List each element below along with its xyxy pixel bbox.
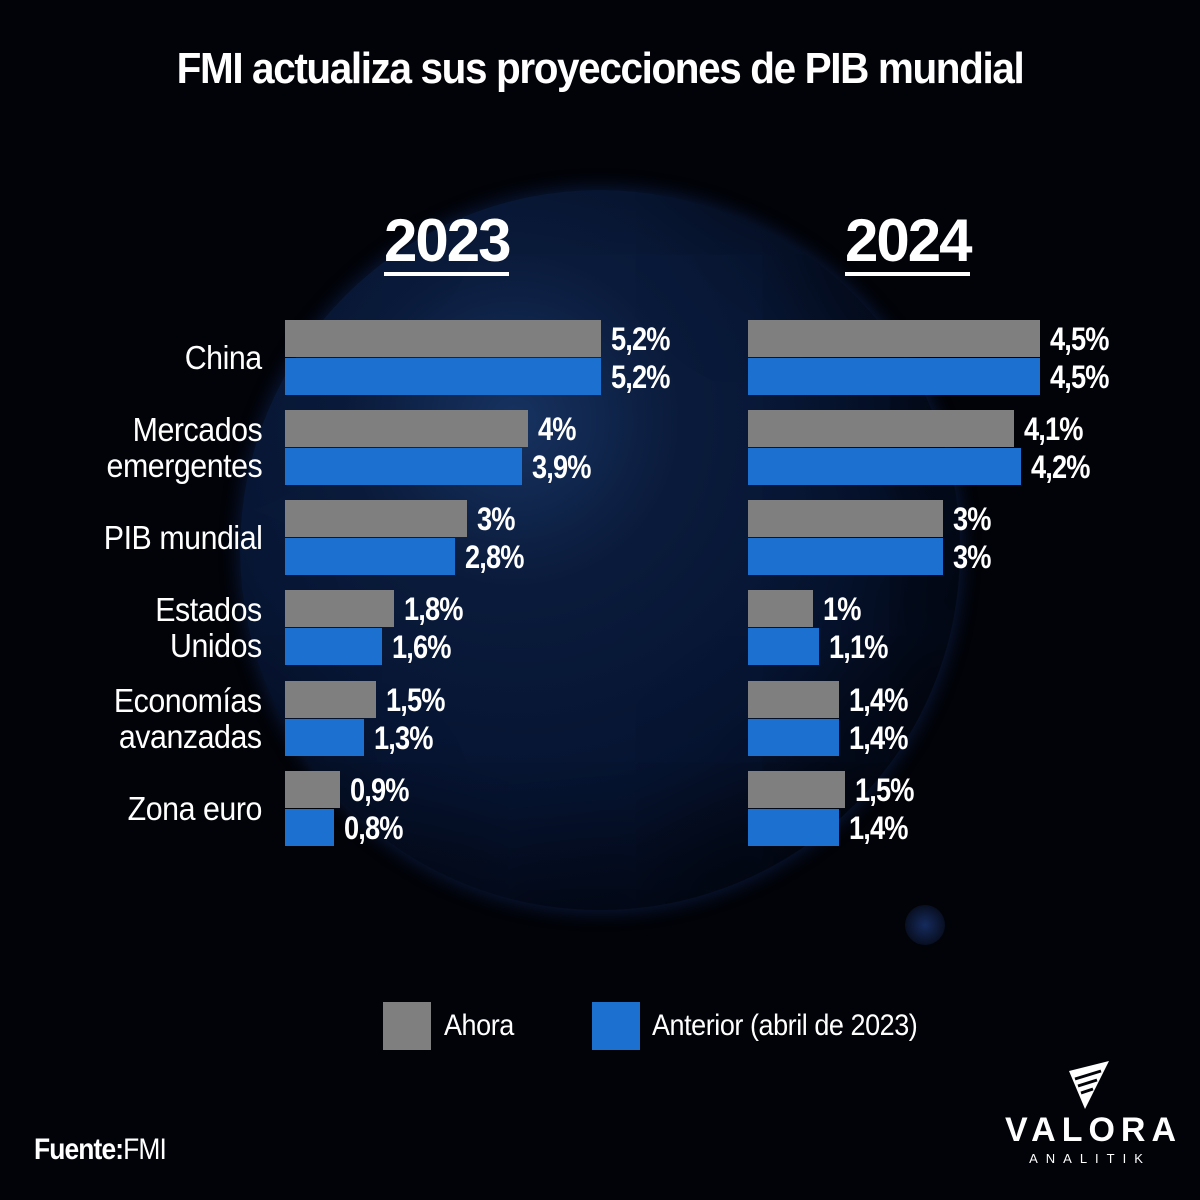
bar-2023-anterior <box>285 719 364 756</box>
category-label-line: Estados <box>155 591 263 628</box>
legend-label-ahora: Ahora <box>444 1009 514 1042</box>
value-label: 1,4% <box>849 682 908 718</box>
bar-2023-anterior <box>285 809 334 846</box>
bar-2023-ahora <box>285 410 528 447</box>
value-label: 1% <box>823 591 861 627</box>
category-label-line: avanzadas <box>119 718 262 755</box>
chart-title: FMI actualiza sus proyecciones de PIB mu… <box>176 44 1025 93</box>
value-label: 3% <box>953 501 991 537</box>
bar-2024-ahora <box>748 320 1040 357</box>
value-label: 0,8% <box>344 810 403 846</box>
value-label: 4,2% <box>1031 449 1090 485</box>
source-value: FMI <box>123 1133 167 1166</box>
bar-2024-anterior <box>748 538 943 575</box>
category-label: Economías avanzadas <box>114 683 262 755</box>
bar-2024-anterior <box>748 448 1021 485</box>
bar-2023-ahora <box>285 590 394 627</box>
value-label: 3% <box>953 539 991 575</box>
bar-2023-ahora <box>285 771 340 808</box>
category-label-line: PIB mundial <box>103 519 262 556</box>
category-label-line: Unidos <box>170 627 262 664</box>
source-label: Fuente: <box>34 1133 124 1166</box>
bar-2024-ahora <box>748 681 839 718</box>
source-note: Fuente:FMI <box>34 1130 167 1170</box>
value-label: 1,6% <box>392 629 451 665</box>
value-label: 2,8% <box>465 539 524 575</box>
year-header-2024: 2024 <box>845 207 972 276</box>
bar-2023-anterior <box>285 358 601 395</box>
category-label-line: Mercados <box>132 411 262 448</box>
legend-swatch-anterior <box>592 1002 640 1050</box>
value-label: 4,1% <box>1024 411 1083 447</box>
value-label: 1,4% <box>849 720 908 756</box>
logo-subtitle: ANALITIK <box>1029 1151 1151 1166</box>
value-label: 5,2% <box>611 359 670 395</box>
legend-swatch-ahora <box>383 1002 431 1050</box>
value-label: 4% <box>538 411 576 447</box>
bar-2024-ahora <box>748 410 1014 447</box>
bar-2023-ahora <box>285 320 601 357</box>
value-label: 3% <box>477 501 515 537</box>
value-label: 1,4% <box>849 810 908 846</box>
value-label: 0,9% <box>350 772 409 808</box>
bar-2024-anterior <box>748 628 819 665</box>
value-label: 1,5% <box>386 682 445 718</box>
category-label-line: emergentes <box>106 447 262 484</box>
bar-2023-anterior <box>285 538 455 575</box>
value-label: 5,2% <box>611 321 670 357</box>
year-header-2023: 2023 <box>384 207 511 276</box>
value-label: 1,3% <box>374 720 433 756</box>
category-label-line: Zona euro <box>127 790 263 827</box>
background-star <box>905 905 945 945</box>
category-label-line: Economías <box>114 682 262 719</box>
category-label: PIB mundial <box>103 520 262 556</box>
bar-2024-anterior <box>748 358 1040 395</box>
bar-2023-anterior <box>285 448 522 485</box>
value-label: 4,5% <box>1050 321 1109 357</box>
bar-2023-ahora <box>285 681 376 718</box>
legend-label-anterior: Anterior (abril de 2023) <box>652 1009 918 1042</box>
category-label: Zona euro <box>127 790 263 827</box>
bar-2024-ahora <box>748 771 845 808</box>
category-label: China <box>185 340 262 376</box>
valora-analitik-logo: VALORA ANALITIK <box>1005 1055 1183 1175</box>
value-label: 1,8% <box>404 591 463 627</box>
bar-2023-anterior <box>285 628 382 665</box>
category-label: Mercados emergentes <box>106 412 262 484</box>
value-label: 1,1% <box>829 629 888 665</box>
value-label: 1,5% <box>855 772 914 808</box>
bar-2024-ahora <box>748 590 813 627</box>
value-label: 4,5% <box>1050 359 1109 395</box>
bar-2024-ahora <box>748 500 943 537</box>
value-label: 3,9% <box>532 449 591 485</box>
bar-2024-anterior <box>748 809 839 846</box>
bar-2023-ahora <box>285 500 467 537</box>
logo-name: VALORA <box>1005 1111 1183 1149</box>
category-label-line: China <box>184 339 262 376</box>
logo-mark-icon <box>1069 1061 1109 1109</box>
category-label: Estados Unidos <box>155 591 263 664</box>
bar-2024-anterior <box>748 719 839 756</box>
